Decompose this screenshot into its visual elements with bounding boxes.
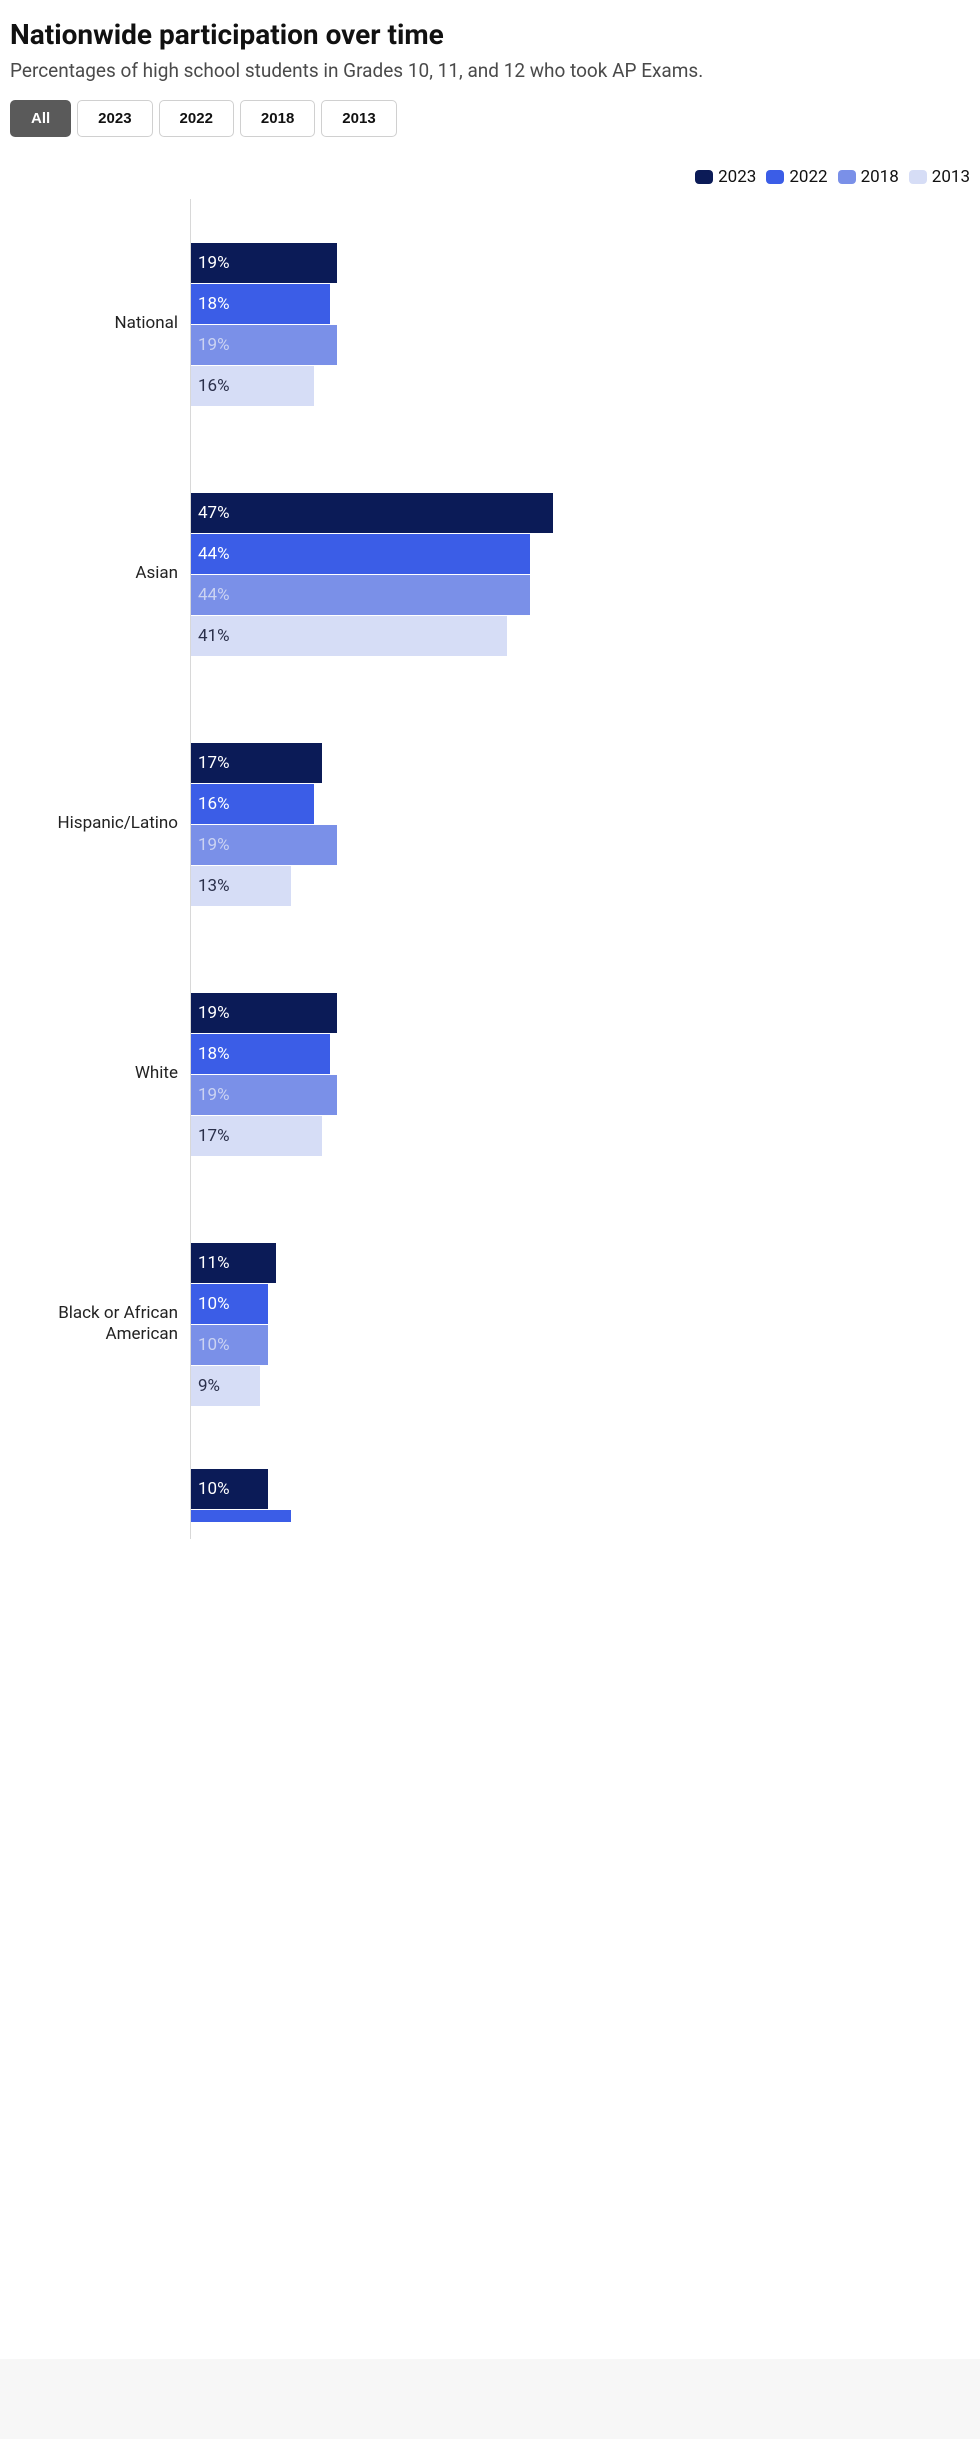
tab-2018[interactable]: 2018: [240, 100, 315, 137]
chart-subtitle: Percentages of high school students in G…: [10, 59, 970, 82]
chart-row: Hispanic/Latino17%16%19%13%: [10, 699, 970, 949]
tab-2023[interactable]: 2023: [77, 100, 152, 137]
blank-space: [0, 1539, 980, 2359]
category-label: Black or African American: [10, 1303, 190, 1346]
bar-2023: 19%: [191, 243, 337, 283]
bar-2018: 44%: [191, 575, 530, 615]
bar-2013: 13%: [191, 866, 291, 906]
tab-2022[interactable]: 2022: [159, 100, 234, 137]
bars-area: 19%18%19%16%: [190, 199, 970, 449]
legend-item-2023: 2023: [695, 167, 756, 187]
bar-2022: 18%: [191, 284, 330, 324]
footer-strip: [0, 2359, 980, 2439]
bars-area: 17%16%19%13%: [190, 699, 970, 949]
bar-2018: 10%: [191, 1325, 268, 1365]
chart-row: Black or African American11%10%10%9%: [10, 1199, 970, 1449]
bar-2022: 18%: [191, 1034, 330, 1074]
bar-2022: 44%: [191, 534, 530, 574]
bar-2023: 19%: [191, 993, 337, 1033]
legend-label: 2022: [789, 167, 827, 187]
bar-2018: 19%: [191, 325, 337, 365]
legend-swatch: [838, 170, 856, 184]
legend-swatch: [695, 170, 713, 184]
bar-2013: 41%: [191, 616, 507, 656]
category-label: Hispanic/Latino: [10, 813, 190, 834]
bar-2022: 16%: [191, 784, 314, 824]
legend-swatch: [909, 170, 927, 184]
category-label: National: [10, 313, 190, 334]
bar-2018: 19%: [191, 1075, 337, 1115]
tab-2013[interactable]: 2013: [321, 100, 396, 137]
bars-area: 11%10%10%9%: [190, 1199, 970, 1449]
legend-item-2013: 2013: [909, 167, 970, 187]
legend: 2023 2022 2018 2013: [10, 167, 970, 187]
legend-label: 2023: [718, 167, 756, 187]
legend-label: 2013: [932, 167, 970, 187]
legend-item-2022: 2022: [766, 167, 827, 187]
bar-2023: 11%: [191, 1243, 276, 1283]
legend-swatch: [766, 170, 784, 184]
legend-item-2018: 2018: [838, 167, 899, 187]
chart-title: Nationwide participation over time: [10, 18, 970, 51]
bar-2013: 9%: [191, 1366, 260, 1406]
bar-2013: 17%: [191, 1116, 322, 1156]
tab-all[interactable]: All: [10, 100, 71, 137]
chart-row: Asian47%44%44%41%: [10, 449, 970, 699]
bar-2013: 16%: [191, 366, 314, 406]
bar-2022: 10%: [191, 1284, 268, 1324]
bars-area: 47%44%44%41%: [190, 449, 970, 699]
bars-area: 10%: [190, 1449, 970, 1539]
chart-row: National19%18%19%16%: [10, 199, 970, 449]
bar-2023: 17%: [191, 743, 322, 783]
legend-label: 2018: [861, 167, 899, 187]
bar-2022: [191, 1510, 291, 1522]
bar-2018: 19%: [191, 825, 337, 865]
bar-2023: 10%: [191, 1469, 268, 1509]
bar-chart: National19%18%19%16%Asian47%44%44%41%His…: [10, 199, 970, 1539]
bars-area: 19%18%19%17%: [190, 949, 970, 1199]
filter-tabs: All2023202220182013: [10, 100, 970, 137]
chart-row: 10%: [10, 1449, 970, 1539]
chart-row: White19%18%19%17%: [10, 949, 970, 1199]
category-label: White: [10, 1063, 190, 1084]
category-label: Asian: [10, 563, 190, 584]
bar-2023: 47%: [191, 493, 553, 533]
